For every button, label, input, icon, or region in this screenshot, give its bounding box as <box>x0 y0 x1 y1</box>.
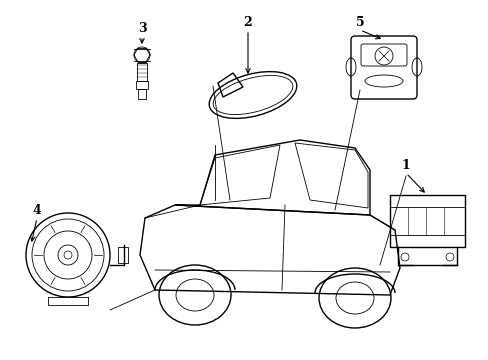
Bar <box>136 81 148 89</box>
Bar <box>118 247 128 263</box>
Text: 4: 4 <box>33 203 41 216</box>
Text: 2: 2 <box>243 15 252 28</box>
Text: 3: 3 <box>138 22 146 35</box>
Bar <box>138 89 146 99</box>
Text: 5: 5 <box>355 15 364 28</box>
Text: 1: 1 <box>401 158 409 171</box>
Bar <box>137 63 147 81</box>
Bar <box>389 195 464 247</box>
